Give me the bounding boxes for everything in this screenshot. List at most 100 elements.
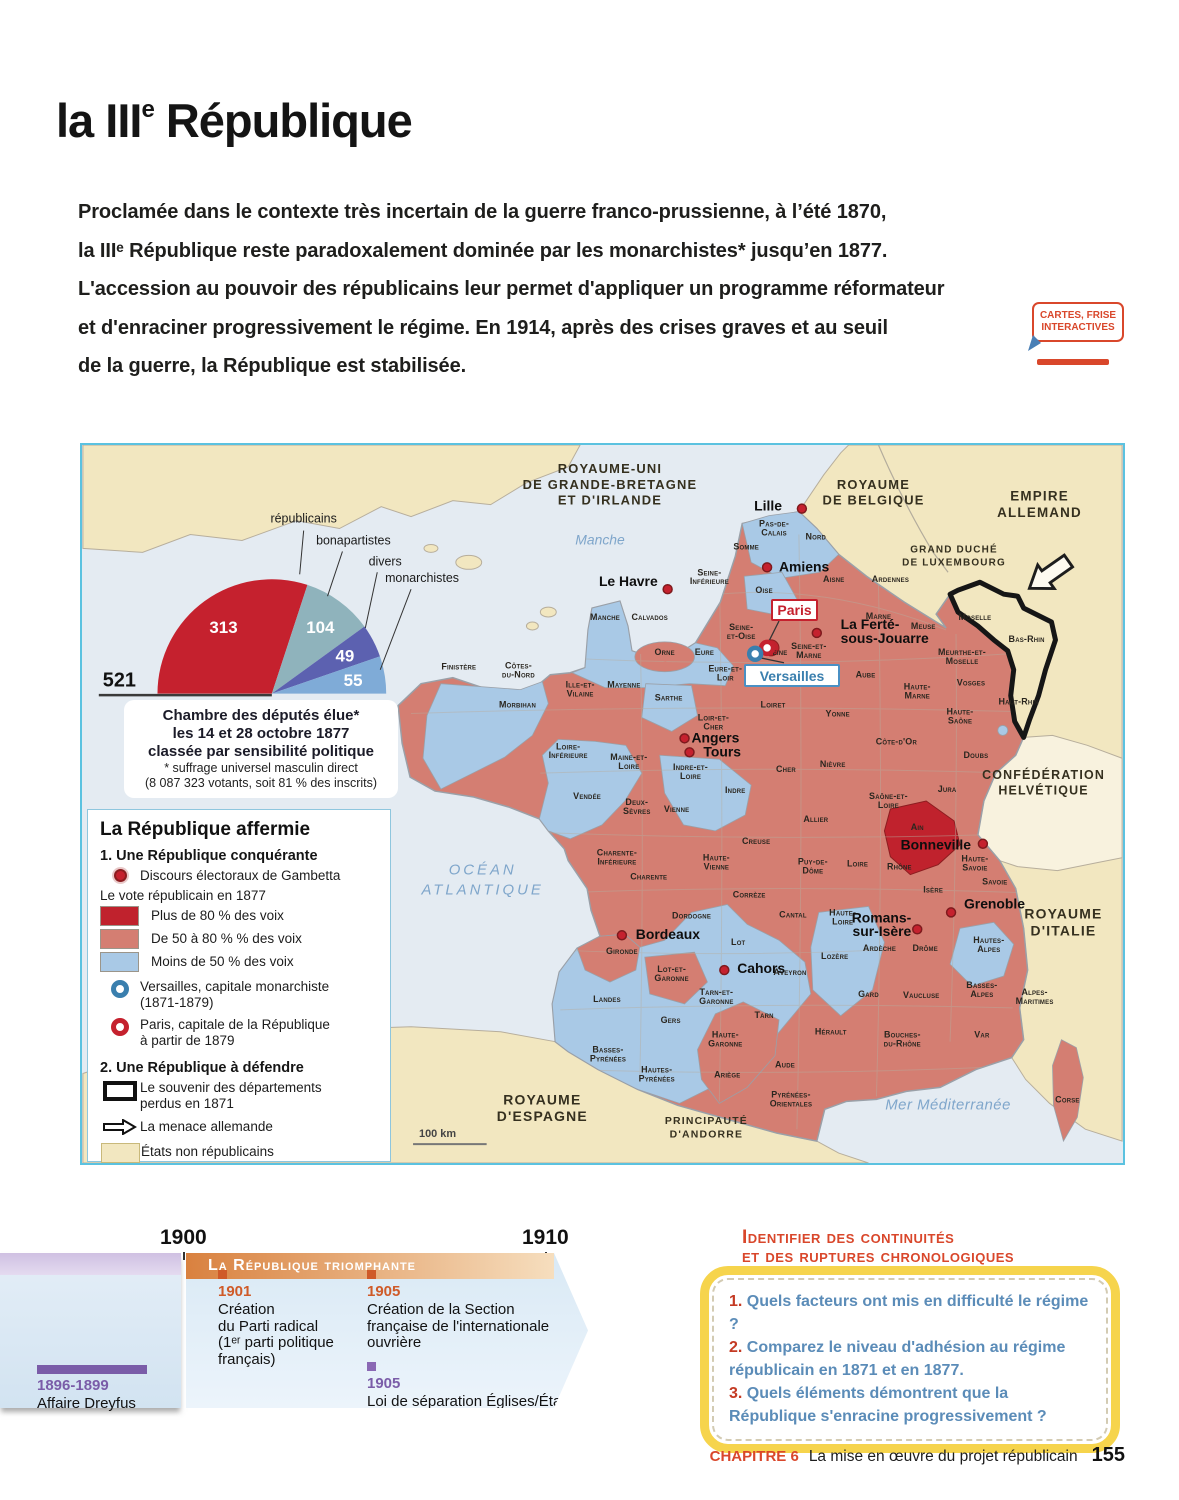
legend-item-menace: La menace allemande [100,1118,380,1135]
department-label: Oise [755,585,772,595]
department-label: Charente [630,872,667,882]
versailles-capital-label: Versailles [744,664,840,687]
timeline-year-1910: 1910 [522,1226,569,1249]
department-label: Ariège [714,1069,740,1079]
legend-vote-level: De 50 à 80 % % des voix [100,929,380,949]
dreyfus-label: Affaire Dreyfus [37,1395,136,1412]
gambetta-speech-dot [679,733,690,744]
country-border [877,445,949,573]
department-label: Seine-et-Oise [727,622,756,641]
department-label: Jura [938,784,957,794]
dreyfus-affair-bar [37,1365,147,1374]
paris-capital-ring [758,639,776,657]
department-label: Haute-Garonne [708,1030,742,1049]
text-line: * suffrage universel masculin direct [164,761,358,775]
legend-item-versailles: Versailles, capitale monarchiste (1871-18… [100,979,380,1011]
legend-item-etats: États non républicains [100,1142,380,1163]
gambetta-speech-dot [616,930,628,941]
legend-item-gambetta: Discours électoraux de Gambetta [100,868,380,884]
pie-value-label: 313 [209,618,237,637]
city-label: Tours [703,743,741,759]
department-label: Vaucluse [903,990,940,1000]
questions-box: 1. Quels facteurs ont mis en difficulté … [700,1266,1120,1453]
country-label: GRAND DUCHÉ DE LUXEMBOURG [902,544,1006,568]
gambetta-speech-dot [719,964,730,976]
text-line: Chambre des députés élue* [162,707,360,724]
city-labels: Lille Amiens Le Havre La Ferté-sous-Jouarre… [599,498,1025,976]
questions-heading: Identifier des continuités et des ruptur… [742,1227,1015,1267]
department-label: Cantal [779,909,807,919]
department-label: Haute-Saône [947,706,974,725]
department-label: Loir-et-Cher [698,712,729,731]
department-label: Eure [695,647,714,657]
department-label: Indre [725,785,745,795]
pie-slice-bonapartistes [271,584,365,694]
department-label: Creuse [742,836,770,846]
pie-leader-line [327,551,343,597]
department-label: Hautes-Alpes [973,935,1004,954]
department-label: Haute-Marne [904,682,931,701]
department-label: Loiret [761,700,786,710]
intro-paragraph: Proclamée dans le contexte très incertai… [78,193,945,386]
legend-vote-heading: Le vote républicain en 1877 [100,888,266,903]
department-label: Ain [911,822,924,832]
city-label: Bordeaux [636,926,700,942]
text-line: Création [218,1301,275,1318]
pie-category-label: monarchistes [385,571,459,585]
department-label: Corse [1055,1094,1079,1104]
pie-value-label: 55 [344,671,363,690]
question-item: 1. Quels facteurs ont mis en difficulté … [729,1293,1089,1333]
page-footer: CHAPITRE 6 La mise en œuvre du projet ré… [600,1444,1125,1467]
text-line: L'accession au pouvoir des républicains … [78,278,945,300]
gambetta-dot-icon [113,869,127,882]
paris-ring-icon [111,1018,129,1036]
country-label: PRINCIPAUTÉ D'ANDORRE [665,1114,748,1140]
department-label: Charente-Inférieure [597,848,637,867]
department-label: Gironde [606,946,638,956]
vote-color-swatch [100,906,139,926]
sea-label: OCÉAN ATLANTIQUE [421,862,544,899]
department-label: Somme [733,541,759,551]
department-label: Tarn-et-Garonne [699,987,733,1006]
department-label: Aisne [823,574,844,584]
interactive-content-badge[interactable]: CARTES, FRISE INTERACTIVES [1032,302,1124,342]
text-line: Création de la Section [367,1301,515,1318]
department-label: Savoie [982,877,1007,887]
pie-slice-divers [271,626,380,694]
timeline-event-1901: 1901 Création du Parti radical (1ᵉʳ parti … [218,1270,334,1368]
map-legend: La République affermie 1. Une République… [87,809,391,1163]
department-label: Cher [776,764,796,774]
text-line: français) [218,1350,276,1368]
timeline-event-1905-separation: 1905 Loi de séparation Églises/État [367,1362,565,1408]
timeline-segment-1900-1910: La République triomphante 1901 Création d… [186,1253,588,1408]
country-label: ROYAUME D'ITALIE [1024,905,1102,938]
department-label: Pyrénées-Orientales [770,1089,812,1108]
timeline-previous-era-band [0,1253,181,1275]
department-label: Doubs [964,750,989,760]
gambetta-speech-dot [796,503,808,514]
city-label: Cahors [737,960,785,976]
department-label: Calvados [631,612,668,622]
city-label: Bonneville [901,837,972,853]
text-line: de la guerre, la République est stabilis… [78,355,467,377]
country-label: CONFÉDÉRATION HELVÉTIQUE [982,767,1105,797]
region-ain-over-80 [883,800,961,876]
city-label: Grenoble [964,895,1025,911]
country-england [82,445,581,553]
department-label: Pas-de-Calais [759,519,789,538]
department-label: Puy-de-Dôme [798,857,828,876]
department-label: Hautes-Pyrénées [639,1065,675,1084]
event-marker [367,1362,376,1371]
city-label: La Ferté-sous-Jouarre [841,616,929,646]
department-label: Ille-et-Vilaine [566,680,595,699]
gambetta-speech-dot [945,907,957,918]
department-labels: Pas-de-Calais Nord Somme Seine-Inférieure Oi… [441,519,1079,1109]
question-item: 3. Quels éléments démontrent que la Répu… [729,1385,1047,1425]
department-label: Alpes-Maritimes [1016,987,1054,1006]
department-label: Seine [767,647,788,657]
island-corsica [1052,1039,1084,1143]
page-number: 155 [1091,1444,1125,1466]
chart-total: 521 [103,670,136,692]
pie-leader-line [379,589,412,670]
pie-leader-line [299,530,305,575]
